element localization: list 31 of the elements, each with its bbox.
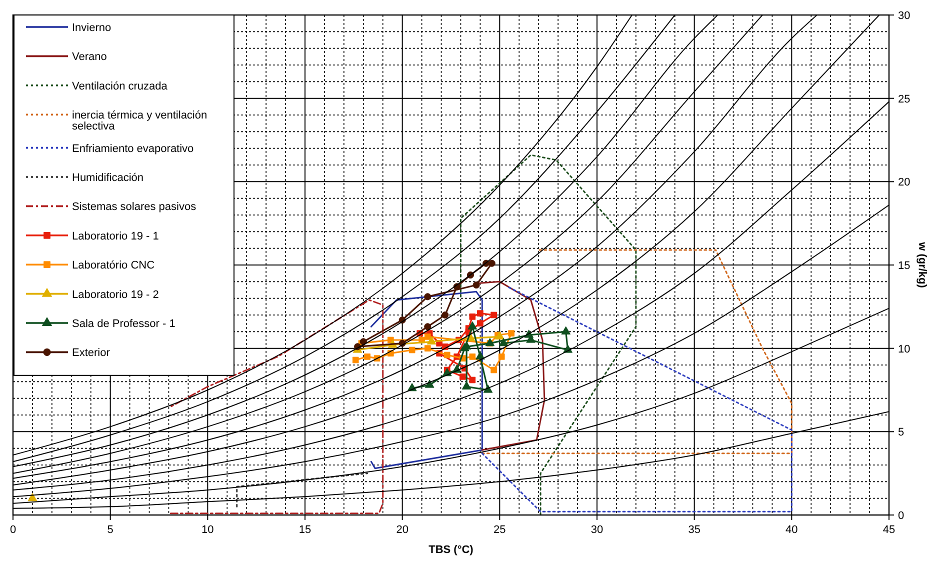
x-axis-title: TBS (°C) bbox=[428, 544, 474, 556]
y-tick-label: 20 bbox=[898, 176, 910, 189]
legend-label: Laboratório CNC bbox=[72, 260, 155, 272]
y-tick-label: 15 bbox=[898, 260, 910, 272]
legend-label: Laboratorio 19 - 1 bbox=[72, 230, 159, 242]
legend-label: Enfriamiento evaporativo bbox=[72, 142, 194, 155]
legend-label: Laboratorio 19 - 2 bbox=[72, 288, 159, 301]
x-tick-label: 5 bbox=[107, 524, 114, 536]
legend-label: inercia térmica y ventilación selectiva bbox=[72, 110, 208, 133]
x-tick-label: 25 bbox=[494, 524, 506, 536]
x-tick-label: 10 bbox=[202, 524, 214, 536]
y-tick-label: 0 bbox=[898, 510, 904, 522]
legend-label: Sistemas solares pasivos bbox=[72, 201, 197, 214]
y-axis-title: w (gr/kg) bbox=[916, 241, 928, 288]
y-tick-label: 25 bbox=[898, 93, 910, 106]
x-tick-label: 20 bbox=[396, 524, 408, 536]
legend-label: Ventilación cruzada bbox=[72, 80, 168, 92]
legend-label: Exterior bbox=[72, 347, 110, 360]
x-tick-label: 40 bbox=[786, 524, 798, 536]
y-tick-label: 10 bbox=[898, 343, 910, 356]
y-tick-label: 30 bbox=[898, 10, 910, 22]
legend-label: Verano bbox=[72, 51, 107, 64]
x-tick-label: 35 bbox=[688, 524, 700, 536]
legend-label: Invierno bbox=[72, 22, 112, 34]
x-tick-label: 30 bbox=[590, 524, 604, 536]
y-tick-label: 5 bbox=[898, 426, 904, 439]
x-tick-label: 0 bbox=[10, 524, 16, 536]
x-tick-label: 15 bbox=[298, 524, 312, 536]
legend-label: Humidificación bbox=[72, 172, 144, 184]
x-tick-label: 45 bbox=[882, 524, 896, 536]
legend-label: Sala de Professor - 1 bbox=[72, 318, 176, 330]
